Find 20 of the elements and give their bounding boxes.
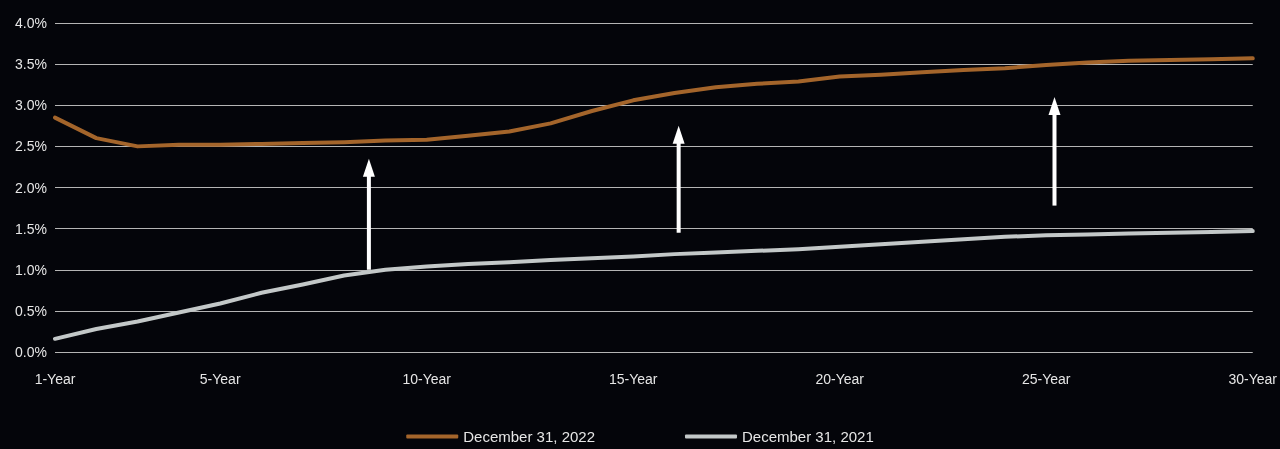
legend-label: December 31, 2022 [463, 428, 595, 445]
x-tick-label: 25-Year [1021, 371, 1071, 387]
y-tick-label: 0.0% [15, 344, 47, 360]
line-series [53, 56, 1255, 149]
x-tick-label: 1-Year [34, 371, 76, 387]
x-tick-label: 5-Year [199, 371, 241, 387]
y-tick-label: 4.0% [15, 15, 47, 31]
y-tick-label: 3.5% [15, 56, 47, 73]
y-tick-label: 2.5% [15, 138, 47, 155]
y-tick-label: 1.5% [15, 220, 47, 237]
line-series [53, 229, 1255, 341]
x-tick-label: 30-Year [1228, 371, 1278, 387]
x-tick-label: 20-Year [815, 371, 865, 387]
y-tick-label: 2.0% [15, 179, 47, 196]
x-tick-label: 15-Year [608, 371, 658, 387]
y-tick-label: 3.0% [15, 97, 47, 114]
legend-label: December 31, 2021 [742, 428, 874, 445]
y-tick-label: 1.0% [15, 261, 47, 278]
x-tick-label: 10-Year [402, 371, 452, 387]
y-tick-label: 0.5% [15, 302, 47, 319]
